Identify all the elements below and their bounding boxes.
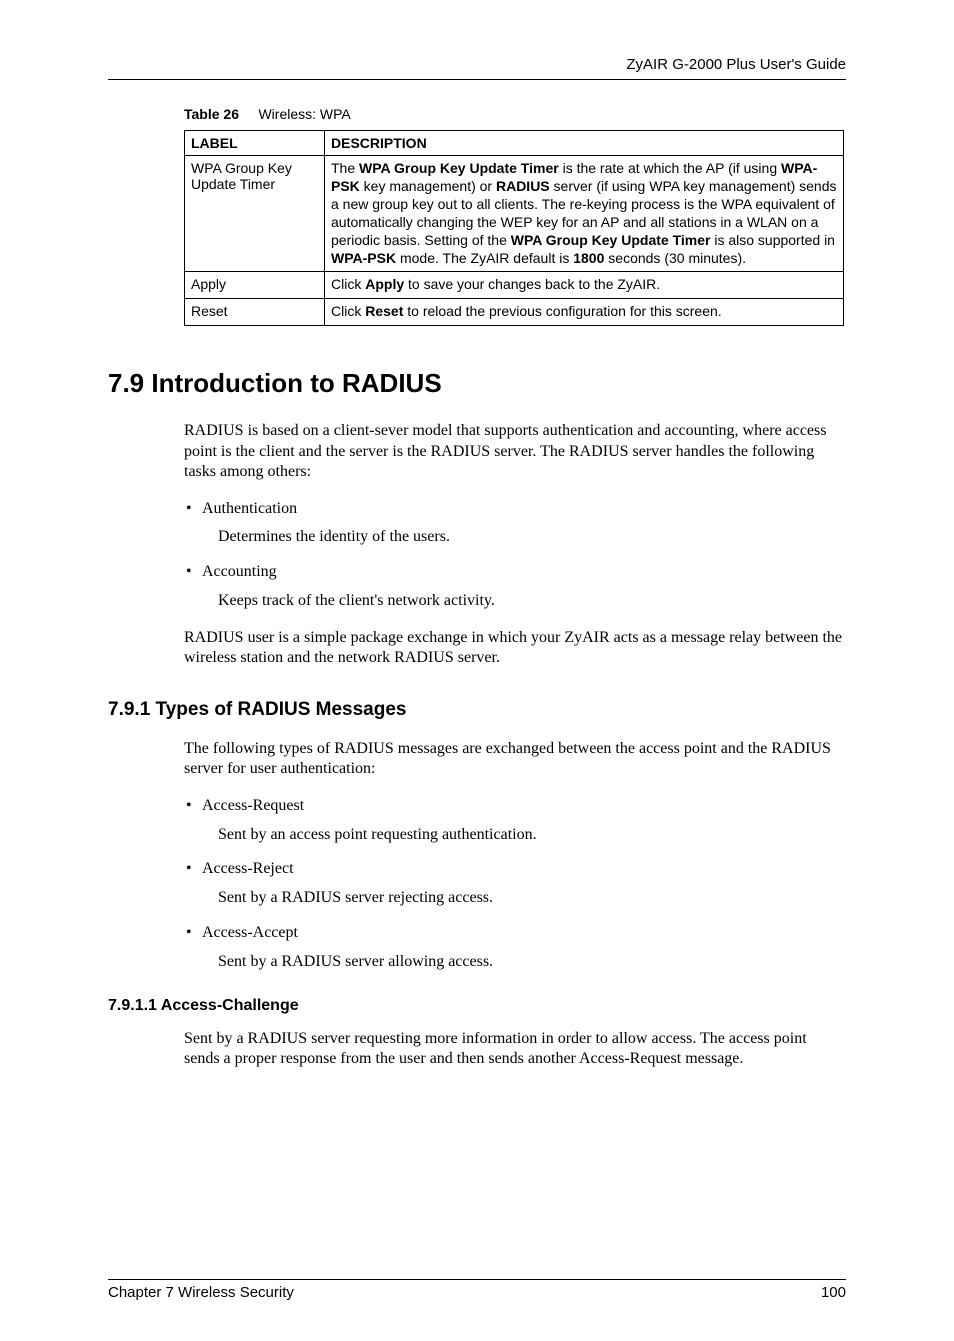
section-7-9-title: 7.9 Introduction to RADIUS [108, 368, 846, 399]
table-cell-description: Click Reset to reload the previous confi… [325, 299, 844, 326]
table-row: ApplyClick Apply to save your changes ba… [185, 272, 844, 299]
table-caption-text: Wireless: WPA [258, 106, 350, 122]
section-7-9-1-intro: The following types of RADIUS messages a… [184, 739, 846, 780]
section-7-9-1-list: Access-Request Sent by an access point re… [184, 796, 846, 973]
table-row: ResetClick Reset to reload the previous … [185, 299, 844, 326]
wpa-table: LABEL DESCRIPTION WPA Group Key Update T… [184, 130, 844, 326]
section-7-9-outro: RADIUS user is a simple package exchange… [184, 628, 846, 669]
list-item-sub: Sent by an access point requesting authe… [218, 825, 846, 846]
footer-page-number: 100 [821, 1284, 846, 1301]
list-item: Accounting Keeps track of the client's ne… [184, 562, 846, 612]
list-item: Access-Accept Sent by a RADIUS server all… [184, 923, 846, 973]
list-item-sub: Sent by a RADIUS server allowing access. [218, 952, 846, 973]
table-header-label: LABEL [185, 131, 325, 156]
footer: Chapter 7 Wireless Security 100 [108, 1279, 846, 1301]
list-item: Access-Request Sent by an access point re… [184, 796, 846, 846]
list-item-head: Accounting [202, 562, 846, 583]
table-row: WPA Group Key Update TimerThe WPA Group … [185, 156, 844, 272]
list-item: Authentication Determines the identity of… [184, 499, 846, 549]
running-header: ZyAIR G-2000 Plus User's Guide [108, 56, 846, 73]
section-7-9-list: Authentication Determines the identity of… [184, 499, 846, 612]
table-header-description: DESCRIPTION [325, 131, 844, 156]
list-item-head: Access-Reject [202, 859, 846, 880]
header-rule [108, 79, 846, 80]
section-7-9-1-1-title: 7.9.1.1 Access-Challenge [108, 997, 846, 1015]
list-item-sub: Keeps track of the client's network acti… [218, 591, 846, 612]
list-item: Access-Reject Sent by a RADIUS server rej… [184, 859, 846, 909]
table-caption-label: Table 26 [184, 106, 239, 122]
footer-chapter: Chapter 7 Wireless Security [108, 1284, 294, 1301]
list-item-sub: Determines the identity of the users. [218, 527, 846, 548]
table-caption: Table 26 Wireless: WPA [184, 106, 846, 122]
section-7-9-1-1-text: Sent by a RADIUS server requesting more … [184, 1029, 846, 1070]
list-item-sub: Sent by a RADIUS server rejecting access… [218, 888, 846, 909]
table-cell-label: Apply [185, 272, 325, 299]
list-item-head: Access-Accept [202, 923, 846, 944]
table-cell-description: Click Apply to save your changes back to… [325, 272, 844, 299]
list-item-head: Authentication [202, 499, 846, 520]
table-header-row: LABEL DESCRIPTION [185, 131, 844, 156]
table-cell-label: Reset [185, 299, 325, 326]
section-7-9-intro: RADIUS is based on a client-sever model … [184, 421, 846, 482]
section-7-9-1-title: 7.9.1 Types of RADIUS Messages [108, 699, 846, 721]
page-container: ZyAIR G-2000 Plus User's Guide Table 26 … [0, 0, 954, 1341]
list-item-head: Access-Request [202, 796, 846, 817]
table-cell-description: The WPA Group Key Update Timer is the ra… [325, 156, 844, 272]
table-cell-label: WPA Group Key Update Timer [185, 156, 325, 272]
footer-rule [108, 1279, 846, 1280]
